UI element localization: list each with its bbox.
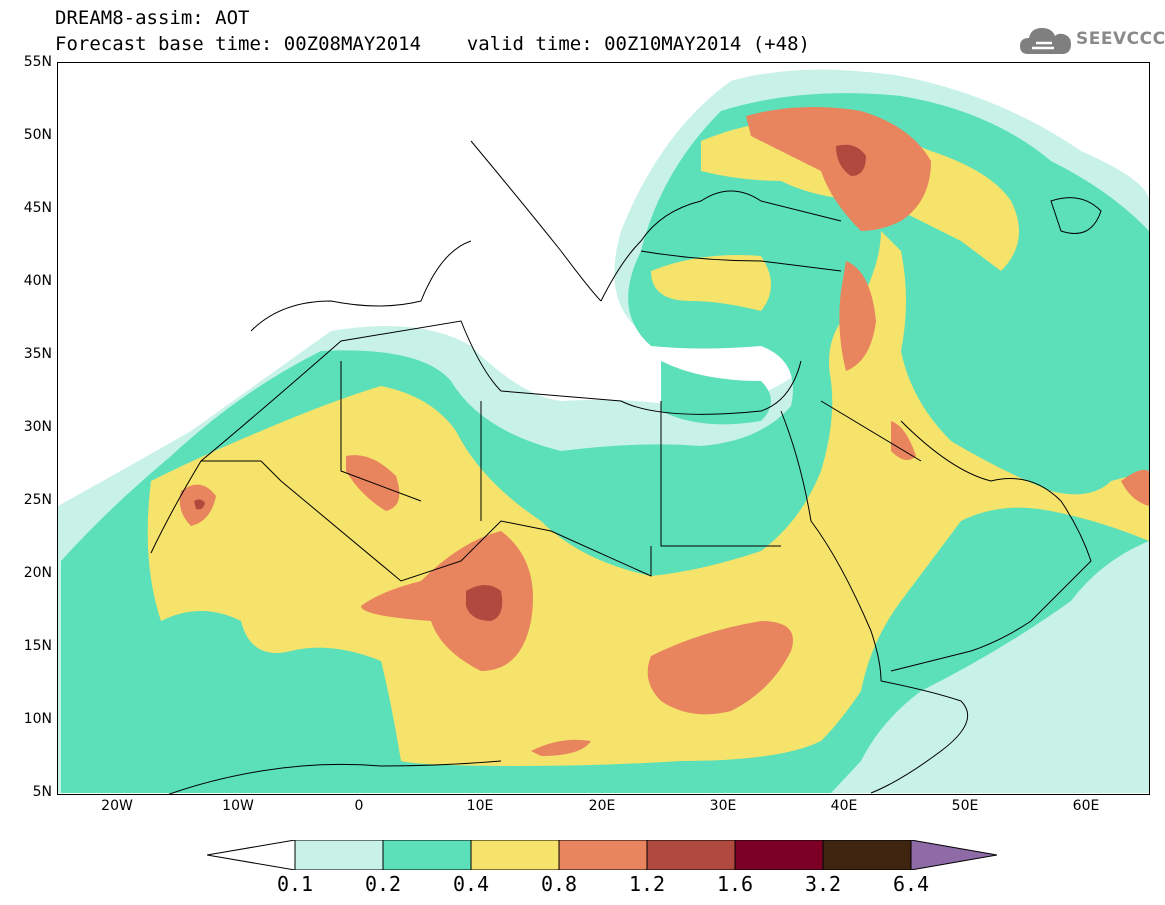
colorbar-label: 0.1: [276, 872, 314, 896]
lat-label: 10N: [23, 711, 52, 727]
colorbar-min-arrow: [207, 840, 296, 870]
lat-label: 55N: [23, 54, 52, 70]
cloud-icon: [1020, 28, 1071, 54]
colorbar: [207, 840, 997, 870]
colorbar-segment: [382, 840, 472, 870]
lat-label: 30N: [23, 419, 52, 435]
lon-label: 60E: [1072, 798, 1100, 814]
lat-label: 25N: [23, 492, 52, 508]
lon-label: 10E: [466, 798, 494, 814]
colorbar-label: 1.2: [628, 872, 666, 896]
lon-label: 50E: [951, 798, 979, 814]
lat-label: 40N: [23, 273, 52, 289]
colorbar-segment: [822, 840, 912, 870]
lat-label: 20N: [23, 565, 52, 581]
lon-label: 40E: [830, 798, 858, 814]
lat-label: 5N: [32, 784, 52, 800]
colorbar-segment: [734, 840, 824, 870]
lon-label: 20W: [101, 798, 133, 814]
colorbar-segment: [470, 840, 560, 870]
colorbar-segment: [558, 840, 648, 870]
lat-label: 50N: [23, 127, 52, 143]
colorbar-max-arrow: [910, 840, 997, 870]
aot-map[interactable]: [57, 62, 1150, 795]
map-title: DREAM8-assim: AOT: [55, 7, 250, 29]
lat-label: 15N: [23, 638, 52, 654]
lon-label: 30E: [709, 798, 737, 814]
lon-label: 20E: [588, 798, 616, 814]
logo-label: SEEVCCC: [1076, 29, 1165, 49]
coastlines: [150, 140, 1102, 794]
colorbar-label: 0.2: [364, 872, 402, 896]
colorbar-label: 1.6: [716, 872, 754, 896]
map-subtitle: Forecast base time: 00Z08MAY2014 valid t…: [55, 33, 810, 55]
aot-band-1.2: [194, 144, 866, 621]
colorbar-label: 6.4: [892, 872, 930, 896]
colorbar-label: 0.4: [452, 872, 490, 896]
colorbar-label: 3.2: [804, 872, 842, 896]
aot-field: [58, 69, 1149, 794]
lon-label: 10W: [222, 798, 254, 814]
colorbar-segment: [294, 840, 384, 870]
lon-label: 0: [354, 798, 364, 814]
colorbar-label: 0.8: [540, 872, 578, 896]
seevccc-logo: SEEVCCC: [1018, 24, 1165, 58]
colorbar-segment: [646, 840, 736, 870]
lat-label: 35N: [23, 346, 52, 362]
lat-label: 45N: [23, 200, 52, 216]
